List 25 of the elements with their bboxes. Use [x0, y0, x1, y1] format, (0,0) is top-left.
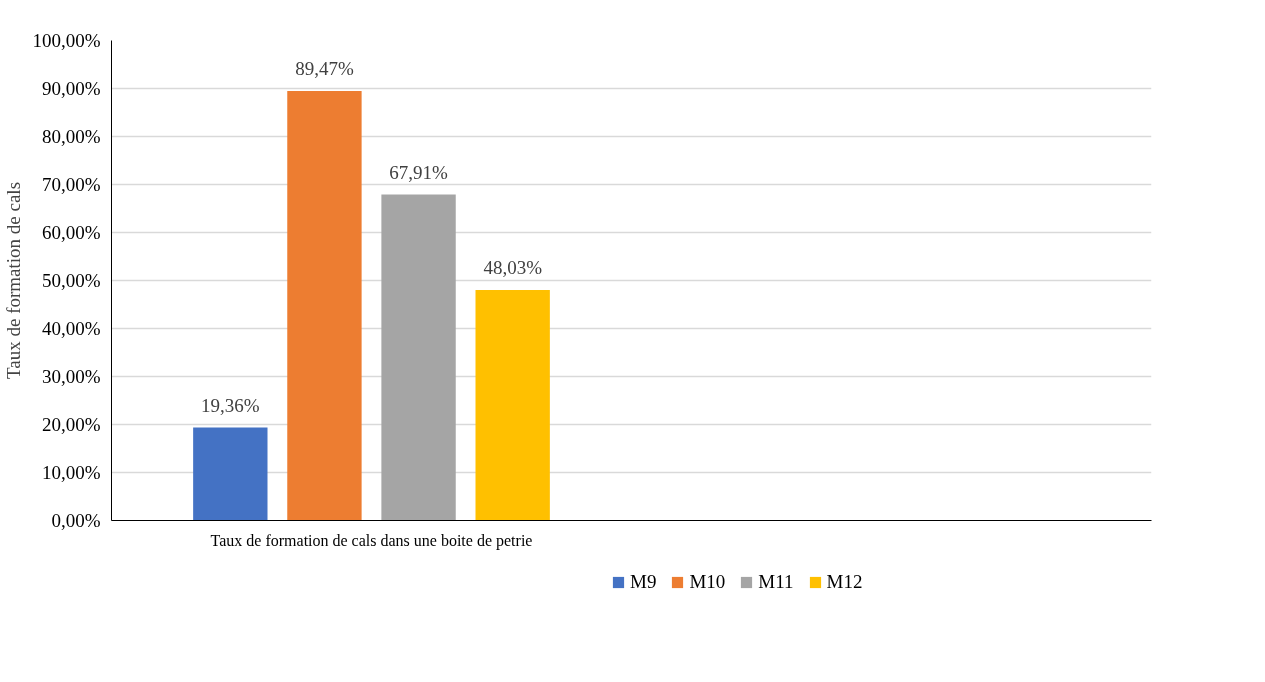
- y-tick-label: 0,00%: [51, 510, 101, 531]
- bar: [287, 91, 362, 521]
- y-tick-label: 60,00%: [41, 222, 101, 243]
- y-tick-label: 70,00%: [41, 174, 101, 195]
- y-tick-label: 40,00%: [41, 318, 101, 339]
- bar: [381, 194, 456, 521]
- bar: [193, 427, 268, 521]
- x-tick-label: Taux de formation de cals dans une boite de petrie: [210, 531, 533, 550]
- data-label: 48,03%: [483, 256, 543, 278]
- y-tick-label: 30,00%: [41, 366, 101, 387]
- y-tick-label: 50,00%: [41, 270, 101, 291]
- data-label: 89,47%: [295, 58, 354, 80]
- y-axis-title: Taux de formation de cals: [3, 181, 25, 380]
- y-tick-label: 90,00%: [41, 78, 101, 99]
- y-tick-label: 20,00%: [41, 414, 101, 435]
- data-label: 19,36%: [201, 394, 260, 416]
- y-tick-label: 100,00%: [32, 30, 101, 51]
- data-label: 67,91%: [389, 161, 449, 183]
- legend-label: M11: [758, 571, 794, 593]
- legend-label: M12: [826, 571, 863, 593]
- legend-label: M10: [689, 571, 726, 593]
- legend-label: M9: [630, 571, 657, 593]
- y-tick-label: 10,00%: [41, 462, 101, 483]
- y-tick-label: 80,00%: [41, 126, 101, 147]
- bar: [475, 289, 550, 521]
